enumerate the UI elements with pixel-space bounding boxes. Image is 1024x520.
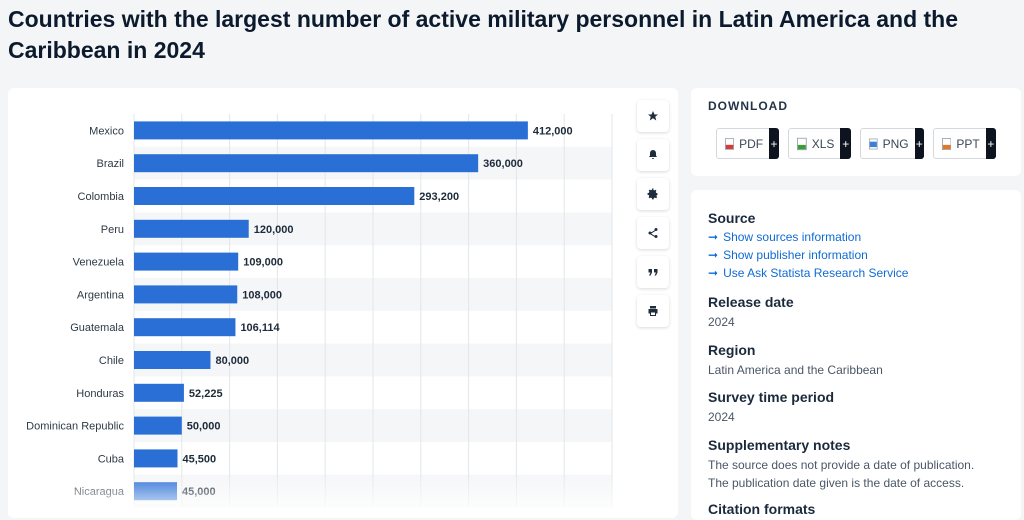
show-publisher-label: Show publisher information (723, 248, 868, 262)
favorite-button[interactable] (637, 100, 669, 132)
bar (134, 416, 182, 435)
category-label: Chile (99, 355, 124, 367)
category-label: Brazil (96, 158, 124, 170)
png-file-icon (869, 138, 878, 149)
category-label: Peru (101, 224, 124, 236)
share-icon (648, 228, 658, 238)
bar (134, 121, 528, 140)
bar (134, 318, 236, 337)
data-label: 120,000 (254, 224, 294, 236)
supplementary-notes-line1: The source does not provide a date of pu… (708, 458, 975, 472)
category-label: Cuba (98, 453, 125, 465)
share-button[interactable] (637, 217, 669, 249)
category-label: Honduras (76, 388, 124, 400)
notification-button[interactable] (637, 139, 669, 171)
cite-button[interactable] (637, 256, 669, 288)
survey-period-value: 2024 (708, 410, 735, 424)
category-label: Argentina (77, 289, 125, 301)
ppt-file-icon (942, 137, 952, 150)
show-sources-label: Show sources information (723, 230, 862, 244)
release-date-heading: Release date (708, 294, 794, 310)
print-button[interactable] (637, 295, 669, 327)
release-date-value: 2024 (708, 315, 735, 329)
quote-icon (648, 269, 658, 276)
category-label: Guatemala (70, 322, 125, 334)
category-label: Mexico (89, 125, 124, 137)
star-icon (648, 111, 658, 121)
statistic-info-panel: Source ➞ Show sources information ➞ Show p… (691, 190, 1021, 520)
chart-card: 412,000 Mexico 360,000 Brazil 293,200 Colombi… (8, 88, 678, 518)
xls-file-icon (797, 137, 807, 150)
fade-overlay (8, 472, 648, 516)
download-xls-label: XLS (811, 136, 835, 151)
arrow-right-icon: ➞ (708, 248, 719, 262)
download-title: DOWNLOAD (708, 99, 788, 113)
bar (134, 449, 178, 468)
data-label: 108,000 (242, 289, 282, 301)
bar (134, 351, 211, 369)
download-png-plus[interactable]: + (914, 128, 924, 159)
settings-button[interactable] (637, 178, 669, 210)
data-label: 412,000 (533, 125, 573, 137)
survey-period-heading: Survey time period (708, 389, 835, 405)
data-label: 106,114 (240, 322, 280, 334)
chart-toolbar (637, 100, 669, 334)
data-label: 80,000 (215, 355, 249, 367)
bar (134, 252, 239, 271)
show-sources-link[interactable]: ➞ Show sources information (708, 230, 861, 244)
source-heading: Source (708, 210, 756, 226)
supplementary-notes-heading: Supplementary notes (708, 437, 851, 453)
ask-statista-link[interactable]: ➞ Use Ask Statista Research Service (708, 266, 908, 280)
data-label: 109,000 (243, 257, 283, 269)
download-png-button[interactable]: PNG + (860, 128, 924, 159)
arrow-right-icon: ➞ (708, 230, 719, 244)
data-label: 45,500 (182, 453, 216, 465)
download-pdf-plus[interactable]: + (769, 128, 779, 159)
category-label: Dominican Republic (26, 421, 124, 433)
page-title: Countries with the largest number of act… (8, 6, 959, 63)
bell-icon (649, 150, 657, 159)
pdf-file-icon (725, 137, 735, 150)
bar (134, 383, 184, 402)
show-publisher-link[interactable]: ➞ Show publisher information (708, 248, 868, 262)
arrow-right-icon: ➞ (708, 266, 719, 280)
ask-statista-label: Use Ask Statista Research Service (723, 266, 909, 280)
citation-formats-heading: Citation formats (708, 501, 816, 517)
download-ppt-plus[interactable]: + (985, 128, 996, 159)
gear-icon (647, 188, 658, 200)
data-label: 50,000 (187, 421, 221, 433)
data-label: 52,225 (189, 388, 223, 400)
download-panel: DOWNLOAD PDF + XLS + PNG + PPT + (691, 88, 1021, 176)
bar (134, 154, 479, 173)
region-heading: Region (708, 342, 756, 358)
bar (134, 187, 415, 205)
print-icon (648, 306, 658, 316)
bar-chart: 412,000 Mexico 360,000 Brazil 293,200 Colombi… (8, 114, 648, 516)
download-pdf-button[interactable]: PDF + (716, 128, 779, 159)
download-xls-button[interactable]: XLS + (788, 128, 851, 159)
category-label: Venezuela (73, 257, 125, 269)
category-label: Colombia (78, 191, 125, 203)
bar (134, 285, 238, 304)
download-ppt-button[interactable]: PPT + (933, 128, 996, 159)
bar (134, 219, 249, 238)
download-pdf-label: PDF (739, 136, 764, 151)
download-ppt-label: PPT (956, 136, 980, 151)
download-png-label: PNG (882, 136, 909, 151)
supplementary-notes-line2: The publication date given is the date o… (708, 476, 965, 490)
download-xls-plus[interactable]: + (840, 128, 851, 159)
region-value: Latin America and the Caribbean (708, 363, 883, 377)
data-label: 360,000 (483, 158, 523, 170)
data-label: 293,200 (419, 191, 459, 203)
